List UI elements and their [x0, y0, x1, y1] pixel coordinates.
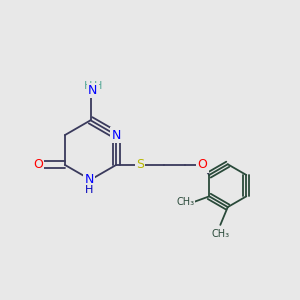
Text: H: H: [94, 81, 102, 91]
Text: N: N: [84, 173, 94, 186]
Text: N: N: [88, 84, 97, 97]
Text: CH₃: CH₃: [211, 229, 230, 239]
Text: N: N: [112, 129, 121, 142]
Text: H: H: [83, 81, 92, 91]
Text: S: S: [136, 158, 144, 171]
Text: O: O: [198, 158, 207, 171]
Text: H: H: [85, 185, 93, 195]
Text: O: O: [33, 158, 43, 171]
Text: CH₃: CH₃: [176, 197, 194, 207]
